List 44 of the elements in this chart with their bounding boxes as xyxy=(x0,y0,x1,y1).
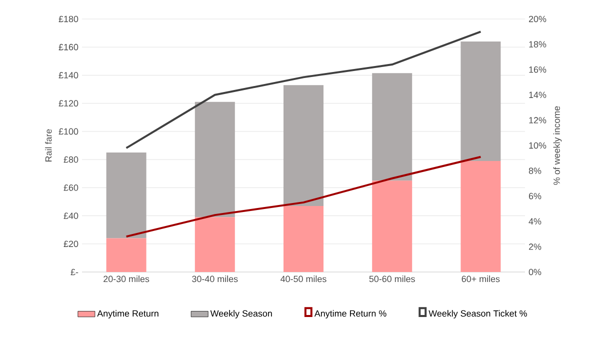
y-tick-label: £- xyxy=(70,268,78,276)
y2-tick-label: 20% xyxy=(528,16,546,22)
y-tick-label: £20 xyxy=(64,240,78,248)
bar xyxy=(460,160,501,272)
y2-tick-label: 0% xyxy=(528,268,542,276)
y-axis-title: Rail fare xyxy=(45,129,52,162)
y2-tick-label: 14% xyxy=(529,92,546,98)
y2-tick-label: 12% xyxy=(529,117,546,124)
x-tick-label: 30-40 miles xyxy=(192,276,238,282)
bar xyxy=(194,217,235,272)
y2-axis-title: % of weekly income xyxy=(553,106,562,185)
line-series xyxy=(125,30,482,150)
y2-tick-label: 8% xyxy=(528,168,542,174)
y-tick-label: £100 xyxy=(58,128,78,135)
bar xyxy=(194,102,235,218)
line-series xyxy=(125,156,482,238)
bar xyxy=(106,238,146,272)
y-tick-label: £80 xyxy=(64,156,78,163)
bar xyxy=(284,85,324,206)
y-tick-label: £140 xyxy=(58,72,78,78)
y2-tick-label: 4% xyxy=(528,218,542,225)
bar xyxy=(460,41,501,161)
y-tick-label: £60 xyxy=(64,184,78,191)
x-tick-label: 20-30 miles xyxy=(104,276,150,282)
y2-tick-label: 6% xyxy=(528,192,542,200)
x-tick-label: 50-60 miles xyxy=(369,276,415,282)
y-tick-label: £120 xyxy=(58,100,78,107)
y-tick-label: £160 xyxy=(58,44,78,50)
bar xyxy=(106,152,146,238)
x-tick-label: 40-50 miles xyxy=(280,276,326,282)
legend-label: Weekly Season Ticket % xyxy=(428,310,527,318)
legend-label: Anytime Return xyxy=(97,310,158,318)
bar xyxy=(372,73,412,181)
bar xyxy=(372,180,412,272)
bar xyxy=(284,206,324,272)
y2-tick-label: 10% xyxy=(529,142,546,149)
y2-tick-label: 16% xyxy=(529,66,546,73)
legend-label: Anytime Return % xyxy=(314,310,386,318)
y2-tick-label: 18% xyxy=(529,41,546,48)
legend-label: Weekly Season xyxy=(210,310,272,318)
y2-tick-label: 2% xyxy=(528,244,542,250)
y-tick-label: £180 xyxy=(58,16,78,22)
x-tick-label: 60+ miles xyxy=(462,276,500,282)
y-tick-label: £40 xyxy=(64,212,78,219)
